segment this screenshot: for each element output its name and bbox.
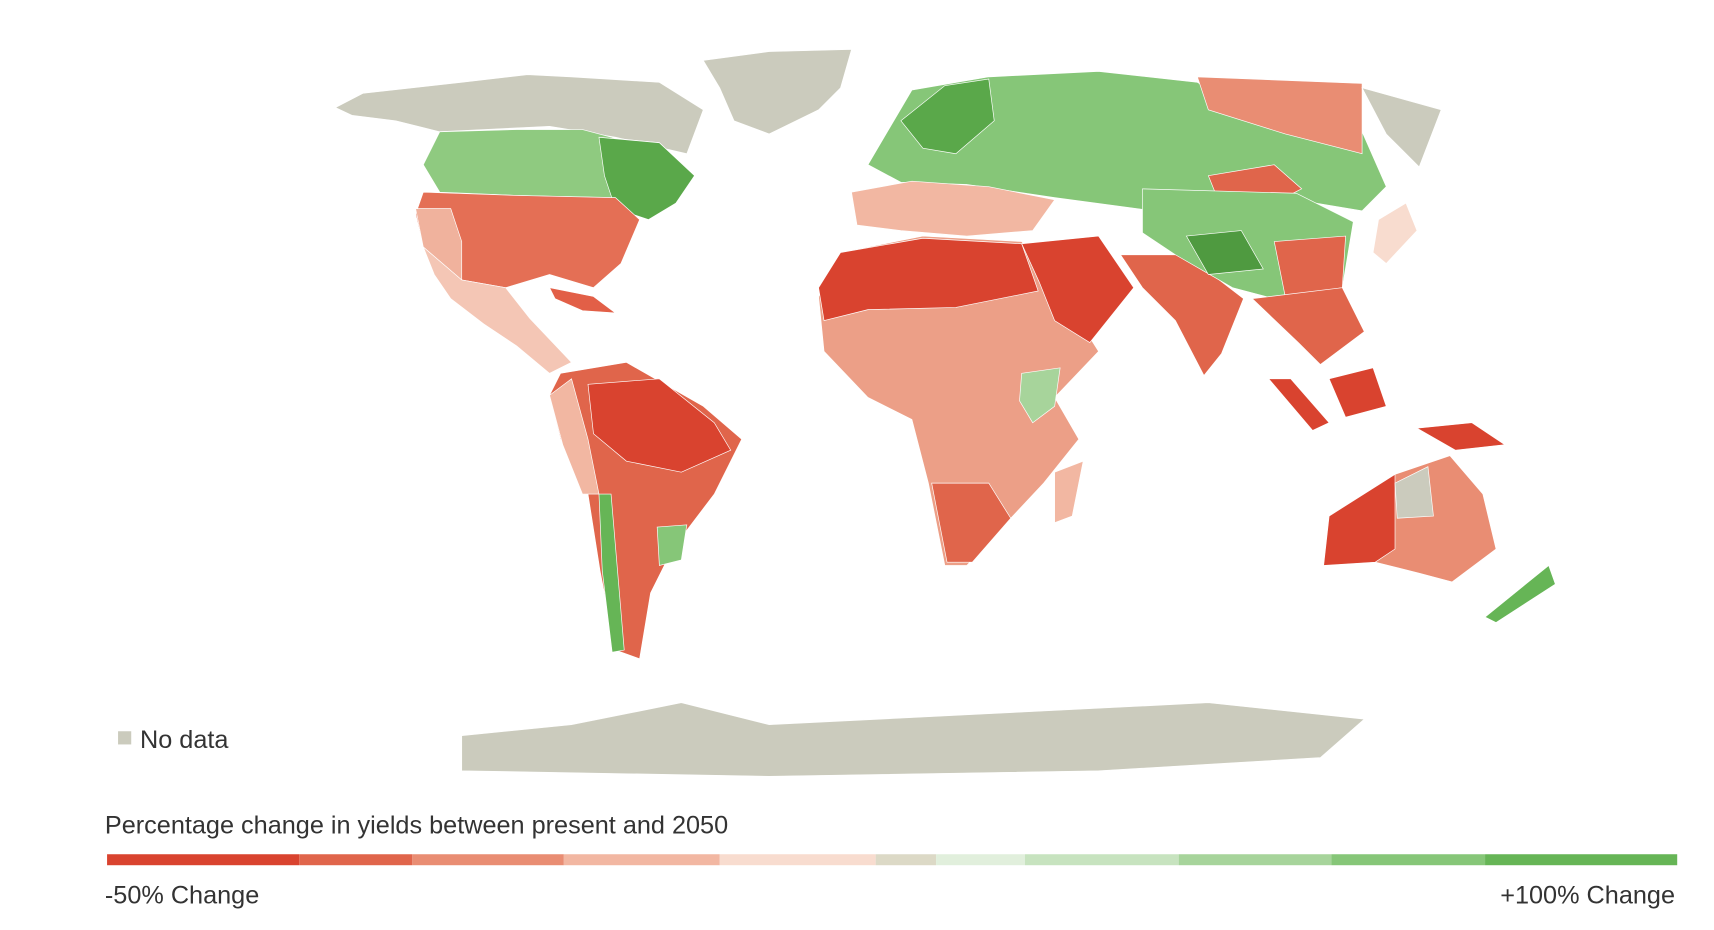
mexico	[422, 246, 573, 374]
central-australia	[1394, 466, 1434, 519]
canada-east	[598, 136, 695, 220]
scale-segment	[107, 854, 300, 866]
tibet	[1185, 230, 1264, 275]
east-africa-green	[1019, 367, 1061, 424]
antarctica	[461, 702, 1366, 777]
no-data-swatch	[118, 731, 132, 745]
caribbean	[548, 287, 617, 314]
west-australia	[1323, 473, 1396, 566]
europe-south	[851, 180, 1056, 237]
sumatra	[1268, 378, 1330, 431]
middle-east	[1021, 235, 1135, 344]
scale-segment	[719, 854, 876, 866]
chile	[598, 493, 625, 653]
scale-segment	[1178, 854, 1332, 866]
world-map	[334, 49, 1556, 777]
legend-min-label: -50% Change	[105, 882, 259, 910]
scale-segment	[563, 854, 720, 866]
scale-segment	[1024, 854, 1179, 866]
scale-segment	[412, 854, 564, 866]
scale-segment	[299, 854, 413, 866]
new-zealand	[1484, 564, 1556, 623]
madagascar	[1054, 460, 1084, 524]
siberia-ne	[1361, 87, 1442, 168]
north-africa	[818, 237, 1039, 322]
uruguay	[656, 524, 688, 566]
amazon	[587, 378, 732, 473]
new-guinea	[1415, 422, 1506, 451]
color-scale	[107, 854, 1678, 866]
japan	[1372, 202, 1418, 264]
legend-title: Percentage change in yields between pres…	[105, 811, 728, 839]
russia-ne	[1196, 76, 1363, 155]
no-data-label: No data	[140, 726, 229, 754]
scandinavia	[900, 78, 995, 155]
scale-segment	[875, 854, 937, 866]
east-china	[1273, 235, 1346, 297]
se-asia	[1251, 287, 1365, 365]
borneo	[1328, 367, 1387, 418]
legend-max-label: +100% Change	[1500, 882, 1675, 910]
arctic-canada	[334, 74, 704, 155]
scale-segment	[936, 854, 1025, 866]
usa-west	[415, 208, 463, 281]
southern-africa	[931, 482, 1012, 563]
scale-segment	[1485, 854, 1678, 866]
greenland	[702, 49, 852, 135]
scale-segment	[1331, 854, 1486, 866]
